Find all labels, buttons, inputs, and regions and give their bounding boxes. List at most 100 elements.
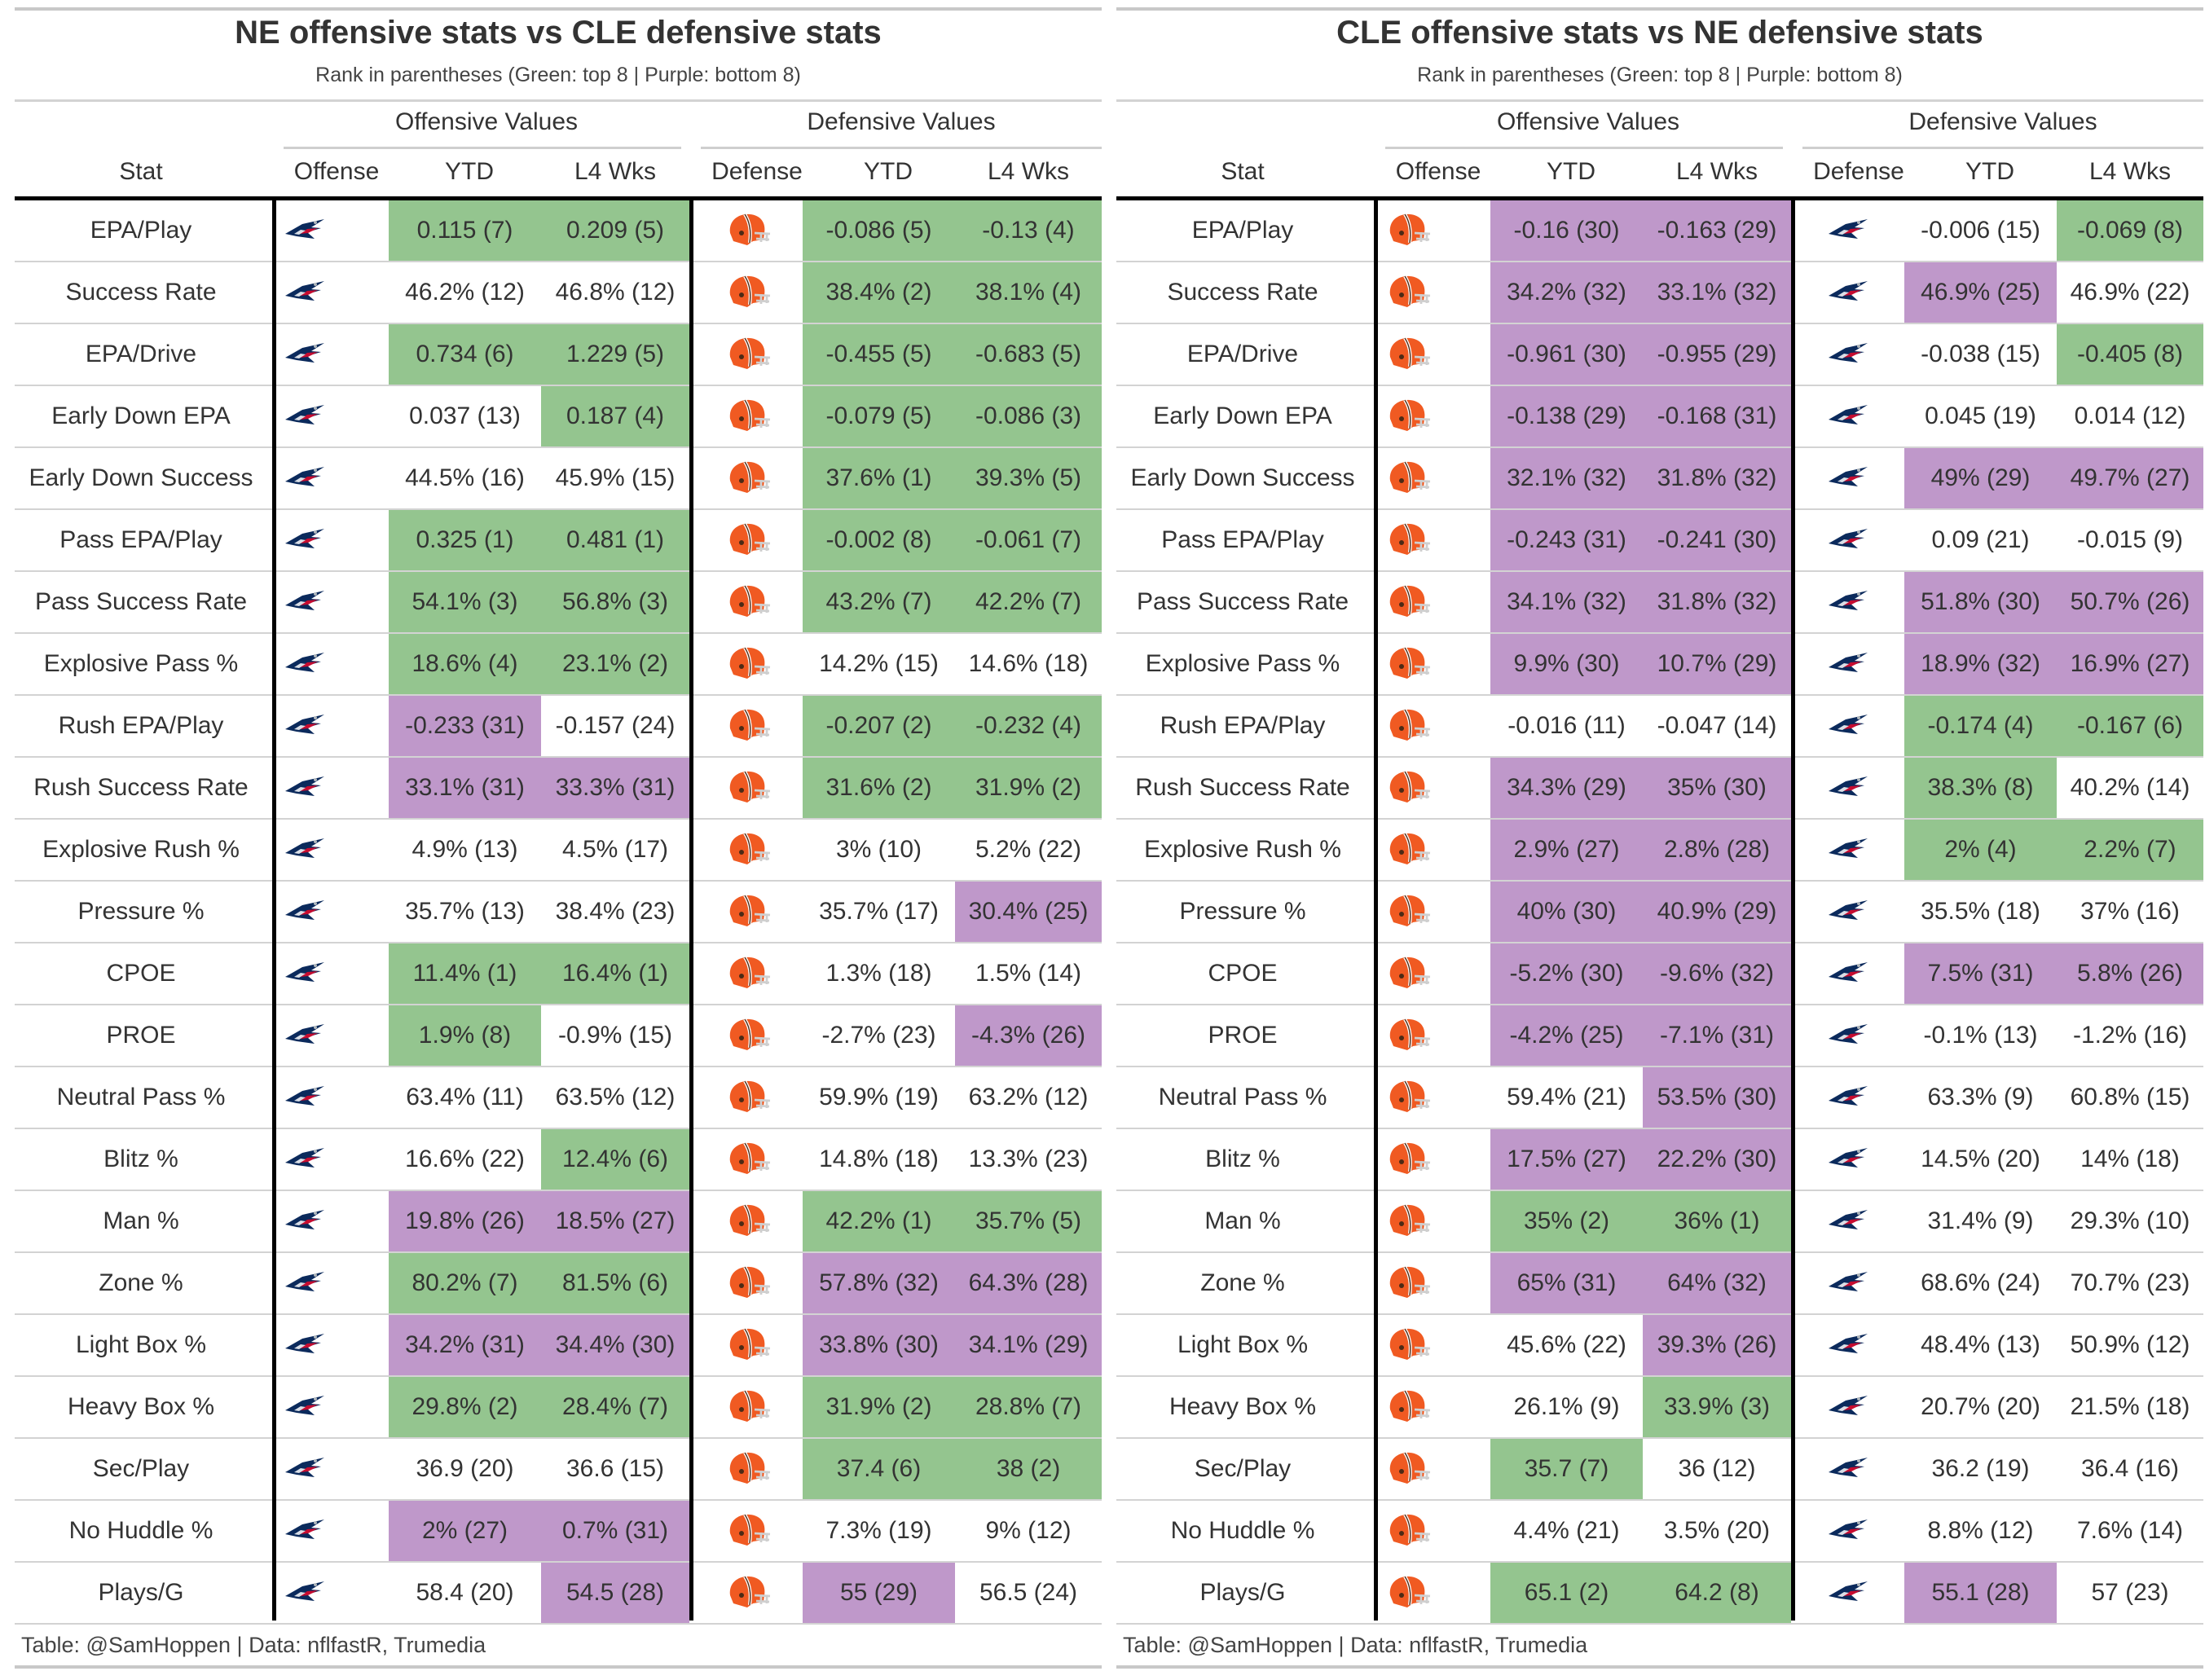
- patriots-logo-icon: [275, 448, 337, 508]
- defense-l4-value: 21.5% (18): [2070, 1393, 2190, 1420]
- table-row: Plays/G 65.1 (2) 64.2 (8) 55.1 (28) 57 (23): [1116, 1563, 2203, 1625]
- offense-ytd-value: 32.1% (32): [1490, 448, 1643, 508]
- offense-ytd-value: 17.5% (27): [1490, 1129, 1643, 1190]
- patriots-logo-icon: [275, 200, 337, 261]
- stat-label: Pressure %: [77, 898, 205, 925]
- offensive-values-spanner: Offensive Values: [1496, 108, 1680, 135]
- offense-l4-value: 23.1% (2): [541, 634, 689, 694]
- defense-l4-value: 38 (2): [955, 1439, 1102, 1499]
- stat-label: Pass EPA/Play: [1161, 526, 1324, 553]
- browns-helmet-icon: [1377, 1377, 1438, 1437]
- offense-ytd-value: 0.325 (1): [389, 510, 541, 570]
- defense-ytd-value: 35.5% (18): [1921, 898, 2040, 925]
- stat-label: Pass EPA/Play: [59, 526, 222, 553]
- patriots-logo-icon: [1794, 882, 1904, 942]
- offense-l4-value: 12.4% (6): [541, 1129, 689, 1190]
- browns-helmet-icon: [693, 1563, 803, 1623]
- patriots-logo-icon: [1794, 1191, 1904, 1251]
- defense-ytd-value: 0.045 (19): [1925, 402, 2036, 429]
- offense-ytd-value: 35.7 (7): [1490, 1439, 1643, 1499]
- browns-helmet-icon: [1377, 634, 1438, 694]
- patriots-logo-icon: [1794, 1377, 1904, 1437]
- stat-label: Light Box %: [75, 1331, 207, 1358]
- defense-ytd-value: 7.5% (31): [1904, 943, 2057, 1004]
- defense-ytd-value: -0.079 (5): [803, 386, 955, 446]
- table-row: Neutral Pass % 59.4% (21) 53.5% (30) 63.3% …: [1116, 1067, 2203, 1129]
- stat-label: Explosive Pass %: [43, 650, 239, 677]
- patriots-logo-icon: [1794, 1067, 1904, 1128]
- title-rule: [15, 99, 1102, 102]
- defense-ytd-value: 38.4% (2): [803, 262, 955, 323]
- offense-l4-value: 31.8% (32): [1643, 572, 1791, 632]
- offense-ytd-value: 34.3% (29): [1490, 758, 1643, 818]
- stat-label: Man %: [1204, 1207, 1281, 1234]
- patriots-logo-icon: [1794, 634, 1904, 694]
- header-rule: [15, 196, 1102, 200]
- defense-ytd-value: 31.9% (2): [803, 1377, 955, 1437]
- table-row: Explosive Pass % 18.6% (4) 23.1% (2) 14.2% …: [15, 634, 1102, 696]
- browns-helmet-icon: [693, 510, 803, 570]
- table-row: Rush Success Rate 33.1% (31) 33.3% (31) 31.…: [15, 758, 1102, 820]
- patriots-logo-icon: [275, 1315, 337, 1375]
- offense-ytd-value: 4.4% (21): [1513, 1517, 1620, 1544]
- stat-label: EPA/Drive: [85, 341, 197, 367]
- browns-helmet-icon: [693, 1439, 803, 1499]
- stat-label: Pressure %: [1179, 898, 1306, 925]
- browns-helmet-icon: [1377, 882, 1438, 942]
- offense-ytd-value: 0.037 (13): [409, 402, 521, 429]
- patriots-logo-icon: [275, 1067, 337, 1128]
- patriots-logo-icon: [275, 1005, 337, 1066]
- defense-ytd-value: 42.2% (1): [803, 1191, 955, 1251]
- defense-l4-value: 16.9% (27): [2057, 634, 2203, 694]
- browns-helmet-icon: [1377, 943, 1438, 1004]
- defense-ytd-value: 59.9% (19): [819, 1084, 939, 1110]
- table-row: Zone % 65% (31) 64% (32) 68.6% (24) 70.7% (2…: [1116, 1253, 2203, 1315]
- patriots-logo-icon: [275, 1377, 337, 1437]
- browns-helmet-icon: [693, 324, 803, 385]
- defense-column-header: Defense: [1813, 158, 1904, 185]
- defense-l4-value: 60.8% (15): [2070, 1084, 2190, 1110]
- patriots-logo-icon: [1794, 262, 1904, 323]
- defense-column-header: Defense: [711, 158, 803, 185]
- offense-l4-value: 36% (1): [1643, 1191, 1791, 1251]
- patriots-logo-icon: [1794, 448, 1904, 508]
- offense-l4-value: 35% (30): [1643, 758, 1791, 818]
- offense-ytd-value: 9.9% (30): [1490, 634, 1643, 694]
- header-rule: [1116, 196, 2203, 200]
- defense-l4-value: 7.6% (14): [2076, 1517, 2184, 1544]
- table-row: Heavy Box % 26.1% (9) 33.9% (3) 20.7% (20) 2…: [1116, 1377, 2203, 1439]
- defense-l4-column-header: L4 Wks: [2088, 158, 2172, 185]
- defense-ytd-value: 55 (29): [803, 1563, 955, 1623]
- offense-l4-value: 28.4% (7): [541, 1377, 689, 1437]
- patriots-logo-icon: [275, 572, 337, 632]
- spanner-rule: [1802, 147, 2203, 149]
- stat-label: Rush Success Rate: [33, 774, 249, 801]
- table-row: Blitz % 17.5% (27) 22.2% (30) 14.5% (20) 14%…: [1116, 1129, 2203, 1191]
- defense-ytd-value: 37.4 (6): [803, 1439, 955, 1499]
- patriots-logo-icon: [275, 943, 337, 1004]
- stat-label: Sec/Play: [92, 1455, 190, 1482]
- patriots-logo-icon: [275, 1439, 337, 1499]
- offense-ytd-value: 34.1% (32): [1490, 572, 1643, 632]
- offense-ytd-value: -0.233 (31): [389, 696, 541, 756]
- patriots-logo-icon: [275, 882, 337, 942]
- browns-helmet-icon: [693, 820, 803, 880]
- browns-helmet-icon: [693, 1005, 803, 1066]
- browns-helmet-icon: [1377, 510, 1438, 570]
- offense-ytd-value: 58.4 (20): [416, 1579, 514, 1606]
- table-row: Pass EPA/Play -0.243 (31) -0.241 (30) 0.09 …: [1116, 510, 2203, 572]
- offense-ytd-value: 26.1% (9): [1513, 1393, 1620, 1420]
- offense-ytd-value: -0.961 (30): [1490, 324, 1643, 385]
- offense-l4-value: 0.187 (4): [541, 386, 689, 446]
- spanner-rule: [701, 147, 1102, 149]
- defense-l4-value: -0.405 (8): [2057, 324, 2203, 385]
- browns-helmet-icon: [1377, 1563, 1438, 1623]
- patriots-logo-icon: [275, 820, 337, 880]
- stat-label: Success Rate: [1167, 279, 1318, 306]
- defense-l4-value: 46.9% (22): [2070, 279, 2190, 306]
- defense-ytd-value: 38.3% (8): [1904, 758, 2057, 818]
- offense-l4-value: -7.1% (31): [1643, 1005, 1791, 1066]
- defense-ytd-value: -0.1% (13): [1923, 1022, 2038, 1049]
- offense-ytd-value: 54.1% (3): [389, 572, 541, 632]
- stat-label: CPOE: [106, 960, 176, 987]
